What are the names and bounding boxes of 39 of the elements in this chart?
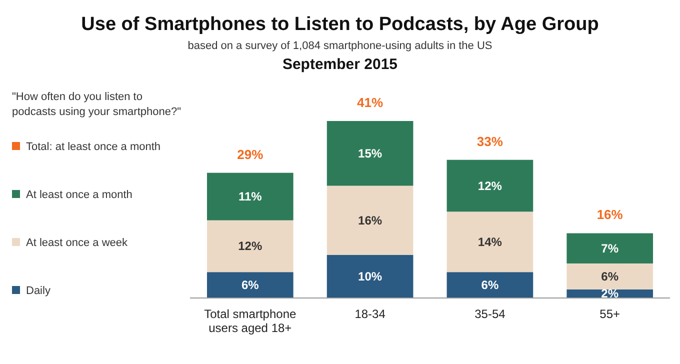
x-tick-label: 35-54: [474, 307, 506, 321]
bar: [206, 172, 294, 220]
bar: [326, 121, 414, 186]
bar: [326, 254, 414, 298]
total-label: 41%: [357, 95, 384, 110]
data-label: 6%: [481, 278, 499, 292]
bar: [326, 186, 414, 255]
data-label: 11%: [238, 190, 262, 204]
bar: [206, 220, 294, 272]
chart-subtitle: based on a survey of 1,084 smartphone-using adults in the US: [188, 40, 492, 52]
bar: [566, 263, 654, 290]
data-label: 6%: [601, 269, 619, 284]
data-label: 2%: [601, 286, 619, 301]
data-label: 15%: [358, 146, 382, 160]
legend-label: At least once a month: [26, 189, 132, 201]
x-tick-label: Total smartphone users aged 18+: [204, 307, 296, 335]
x-tick-label: 55+: [600, 307, 620, 321]
data-label: 10%: [358, 269, 382, 284]
total-label: 33%: [476, 134, 504, 149]
legend-title: "How often do you listen to podcasts using your smartphone?": [12, 91, 182, 118]
total-label: 16%: [596, 207, 624, 222]
x-tick-label: 18-34: [354, 307, 386, 321]
total-label: 29%: [237, 146, 264, 162]
bar: [206, 272, 294, 298]
bar: [566, 233, 654, 264]
data-label: 12%: [478, 178, 502, 193]
data-label: 14%: [478, 234, 502, 249]
text: Total: at least once a month: [26, 141, 161, 153]
data-label: 12%: [238, 239, 262, 254]
text: September 2015: [282, 56, 398, 73]
legend-label: Daily: [26, 285, 51, 297]
bar: [446, 160, 534, 212]
data-label: 6%: [241, 278, 260, 292]
chart-title: Use of Smartphones to Listen to Podcasts, by Age Group: [81, 14, 599, 35]
legend-label: At least once a week: [26, 237, 128, 249]
data-label: 16%: [358, 213, 382, 228]
bar: [446, 212, 534, 272]
bar: [446, 272, 534, 298]
data-label: 7%: [601, 241, 619, 256]
